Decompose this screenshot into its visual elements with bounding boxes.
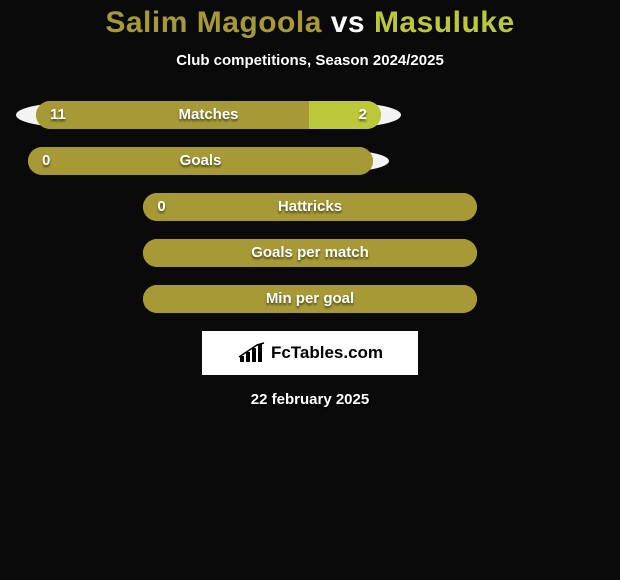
stat-bar: 0Goals — [28, 147, 373, 175]
comparison-chart: 112Matches 0Goals 0Hattricks Goals per matc… — [10, 101, 610, 313]
title-player1: Salim Magoola — [105, 6, 322, 39]
stat-label: Matches — [36, 101, 381, 129]
stat-bar: 112Matches — [36, 101, 381, 129]
chart-bar-icon — [237, 342, 267, 364]
stat-row: Min per goal — [10, 285, 610, 313]
stat-row: 0Goals — [10, 147, 610, 175]
page-title: Salim Magoola vs Masuluke — [0, 0, 620, 40]
title-vs: vs — [331, 6, 365, 39]
brand-badge: FcTables.com — [202, 331, 418, 375]
stat-bar: Min per goal — [143, 285, 476, 313]
stat-bar: Goals per match — [143, 239, 476, 267]
subtitle: Club competitions, Season 2024/2025 — [0, 52, 620, 69]
title-player2: Masuluke — [374, 6, 515, 39]
stat-bar: 0Hattricks — [143, 193, 476, 221]
brand-text: FcTables.com — [271, 343, 383, 363]
stat-label: Hattricks — [143, 193, 476, 221]
stat-label: Min per goal — [143, 285, 476, 313]
stat-row: Goals per match — [10, 239, 610, 267]
stat-label: Goals per match — [143, 239, 476, 267]
stat-label: Goals — [28, 147, 373, 175]
stat-row: 0Hattricks — [10, 193, 610, 221]
date-label: 22 february 2025 — [0, 391, 620, 408]
stat-row: 112Matches — [10, 101, 610, 129]
